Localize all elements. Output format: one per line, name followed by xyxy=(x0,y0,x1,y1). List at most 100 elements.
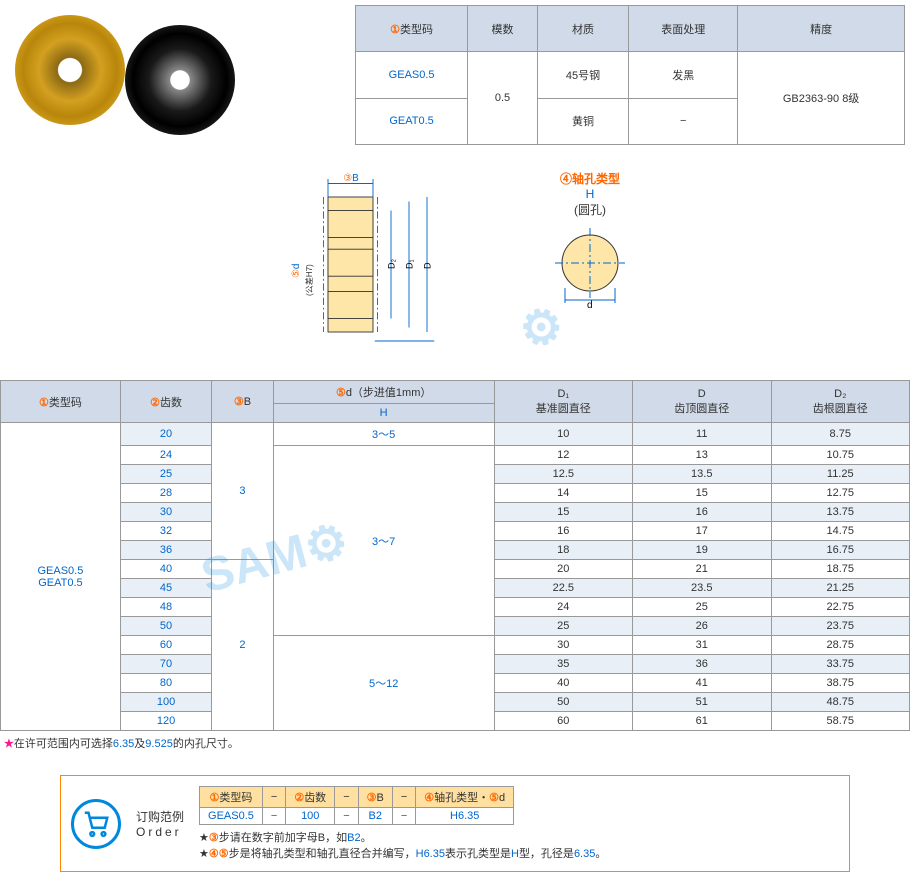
technical-diagram-section: ③B ⑤d (公差H7) D₂ D₁ D ④轴孔类型 H (圆孔) d xyxy=(0,150,860,370)
dim-cell: 28.75 xyxy=(771,636,910,655)
order-header: − xyxy=(335,787,358,808)
teeth-cell: 25 xyxy=(120,465,211,484)
dim-cell: 60 xyxy=(494,712,632,731)
header-label: 类型码 xyxy=(400,24,433,36)
teeth-cell: 32 xyxy=(120,522,211,541)
dh-cell: 5～12 xyxy=(273,636,494,731)
svg-text:d: d xyxy=(587,300,593,308)
teeth-cell: 100 xyxy=(120,693,211,712)
dim-cell: 35 xyxy=(494,655,632,674)
dim-cell: 36 xyxy=(633,655,771,674)
header-label: 齿数 xyxy=(160,397,182,409)
teeth-cell: 120 xyxy=(120,712,211,731)
dim-cell: 31 xyxy=(633,636,771,655)
dim-cell: 48.75 xyxy=(771,693,910,712)
header-label: 材质 xyxy=(537,6,628,52)
cell-value: GEAS0.5 xyxy=(356,52,468,98)
dim-cell: 33.75 xyxy=(771,655,910,674)
dim-cell: 13 xyxy=(633,446,771,465)
dim-cell: 11.25 xyxy=(771,465,910,484)
teeth-cell: 30 xyxy=(120,503,211,522)
dim-cell: 25 xyxy=(494,617,632,636)
order-value: 100 xyxy=(286,808,335,825)
dim-cell: 8.75 xyxy=(771,423,910,446)
teeth-cell: 24 xyxy=(120,446,211,465)
gear-product-image xyxy=(5,5,245,145)
order-header: ③B xyxy=(358,787,392,808)
dim-cell: 17 xyxy=(633,522,771,541)
dim-cell: 26 xyxy=(633,617,771,636)
hole-type-diagram: ④轴孔类型 H (圆孔) d xyxy=(555,170,625,350)
order-value: − xyxy=(335,808,358,825)
top-section: ①类型码 模数 材质 表面处理 精度 GEAS0.5 0.5 45号钢 发黑 G… xyxy=(0,0,910,150)
svg-text:D₂: D₂ xyxy=(387,259,397,269)
dim-cell: 22.75 xyxy=(771,598,910,617)
order-header: − xyxy=(262,787,285,808)
hole-title: ④轴孔类型 xyxy=(560,172,620,186)
dim-cell: 21 xyxy=(633,560,771,579)
dim-cell: 21.25 xyxy=(771,579,910,598)
dim-cell: 12 xyxy=(494,446,632,465)
star-icon: ★ xyxy=(4,738,14,750)
dim-cell: 16 xyxy=(633,503,771,522)
dim-cell: 22.5 xyxy=(494,579,632,598)
dim-cell: 13.75 xyxy=(771,503,910,522)
svg-text:D: D xyxy=(423,262,433,269)
dim-cell: 12.75 xyxy=(771,484,910,503)
order-header: ②齿数 xyxy=(286,787,335,808)
dim-cell: 51 xyxy=(633,693,771,712)
order-header: ①类型码 xyxy=(200,787,263,808)
dh-cell: 3～5 xyxy=(273,423,494,446)
dim-cell: 58.75 xyxy=(771,712,910,731)
dim-cell: 15 xyxy=(633,484,771,503)
svg-text:⑤d: ⑤d xyxy=(291,264,302,278)
order-header: − xyxy=(392,787,415,808)
teeth-cell: 45 xyxy=(120,579,211,598)
dim-cell: 30 xyxy=(494,636,632,655)
order-value: B2 xyxy=(358,808,392,825)
dim-cell: 16 xyxy=(494,522,632,541)
teeth-cell: 70 xyxy=(120,655,211,674)
order-value: GEAS0.5 xyxy=(200,808,263,825)
header-label: 模数 xyxy=(468,6,538,52)
cell-value: 45号钢 xyxy=(537,52,628,98)
dim-cell: 10 xyxy=(494,423,632,446)
dim-cell: 16.75 xyxy=(771,541,910,560)
order-example-table: ①类型码−②齿数−③B−④轴孔类型・⑤d GEAS0.5−100−B2−H6.3… xyxy=(199,786,514,825)
dim-cell: 14 xyxy=(494,484,632,503)
order-value: − xyxy=(392,808,415,825)
dim-cell: 19 xyxy=(633,541,771,560)
header-label: 精度 xyxy=(738,6,905,52)
b-cell: 3 xyxy=(212,423,274,560)
hole-subtitle: (圆孔) xyxy=(555,201,625,218)
dim-cell: 14.75 xyxy=(771,522,910,541)
teeth-cell: 50 xyxy=(120,617,211,636)
cell-value: 0.5 xyxy=(468,52,538,145)
dim-cell: 23.5 xyxy=(633,579,771,598)
header-label: 表面处理 xyxy=(629,6,738,52)
hole-type-label: H xyxy=(555,187,625,201)
order-notes: ★③步请在数字前加字母B，如B2。 ★④⑤步是将轴孔类型和轴孔直径合并编写，H6… xyxy=(199,829,606,861)
dim-cell: 50 xyxy=(494,693,632,712)
header-label: B xyxy=(244,396,251,408)
dim-cell: 38.75 xyxy=(771,674,910,693)
dh-cell: 3～7 xyxy=(273,446,494,636)
dim-cell: 24 xyxy=(494,598,632,617)
order-header: ④轴孔类型・⑤d xyxy=(416,787,514,808)
order-value: − xyxy=(262,808,285,825)
gear-cross-section-diagram: ③B ⑤d (公差H7) D₂ D₁ D xyxy=(235,170,475,350)
order-example-section: 订购范例 Order ①类型码−②齿数−③B−④轴孔类型・⑤d GEAS0.5−… xyxy=(60,775,850,872)
svg-text:D₁: D₁ xyxy=(405,259,415,269)
teeth-cell: 80 xyxy=(120,674,211,693)
svg-text:(公差H7): (公差H7) xyxy=(304,264,314,296)
teeth-cell: 40 xyxy=(120,560,211,579)
teeth-cell: 60 xyxy=(120,636,211,655)
dim-cell: 12.5 xyxy=(494,465,632,484)
order-value: H6.35 xyxy=(416,808,514,825)
cell-value: − xyxy=(629,98,738,144)
teeth-cell: 28 xyxy=(120,484,211,503)
dim-cell: 20 xyxy=(494,560,632,579)
order-subtitle: Order xyxy=(136,825,184,839)
cell-value: 发黑 xyxy=(629,52,738,98)
footnote: ★在许可范围内可选择6.35及9.525的内孔尺寸。 xyxy=(0,731,910,755)
